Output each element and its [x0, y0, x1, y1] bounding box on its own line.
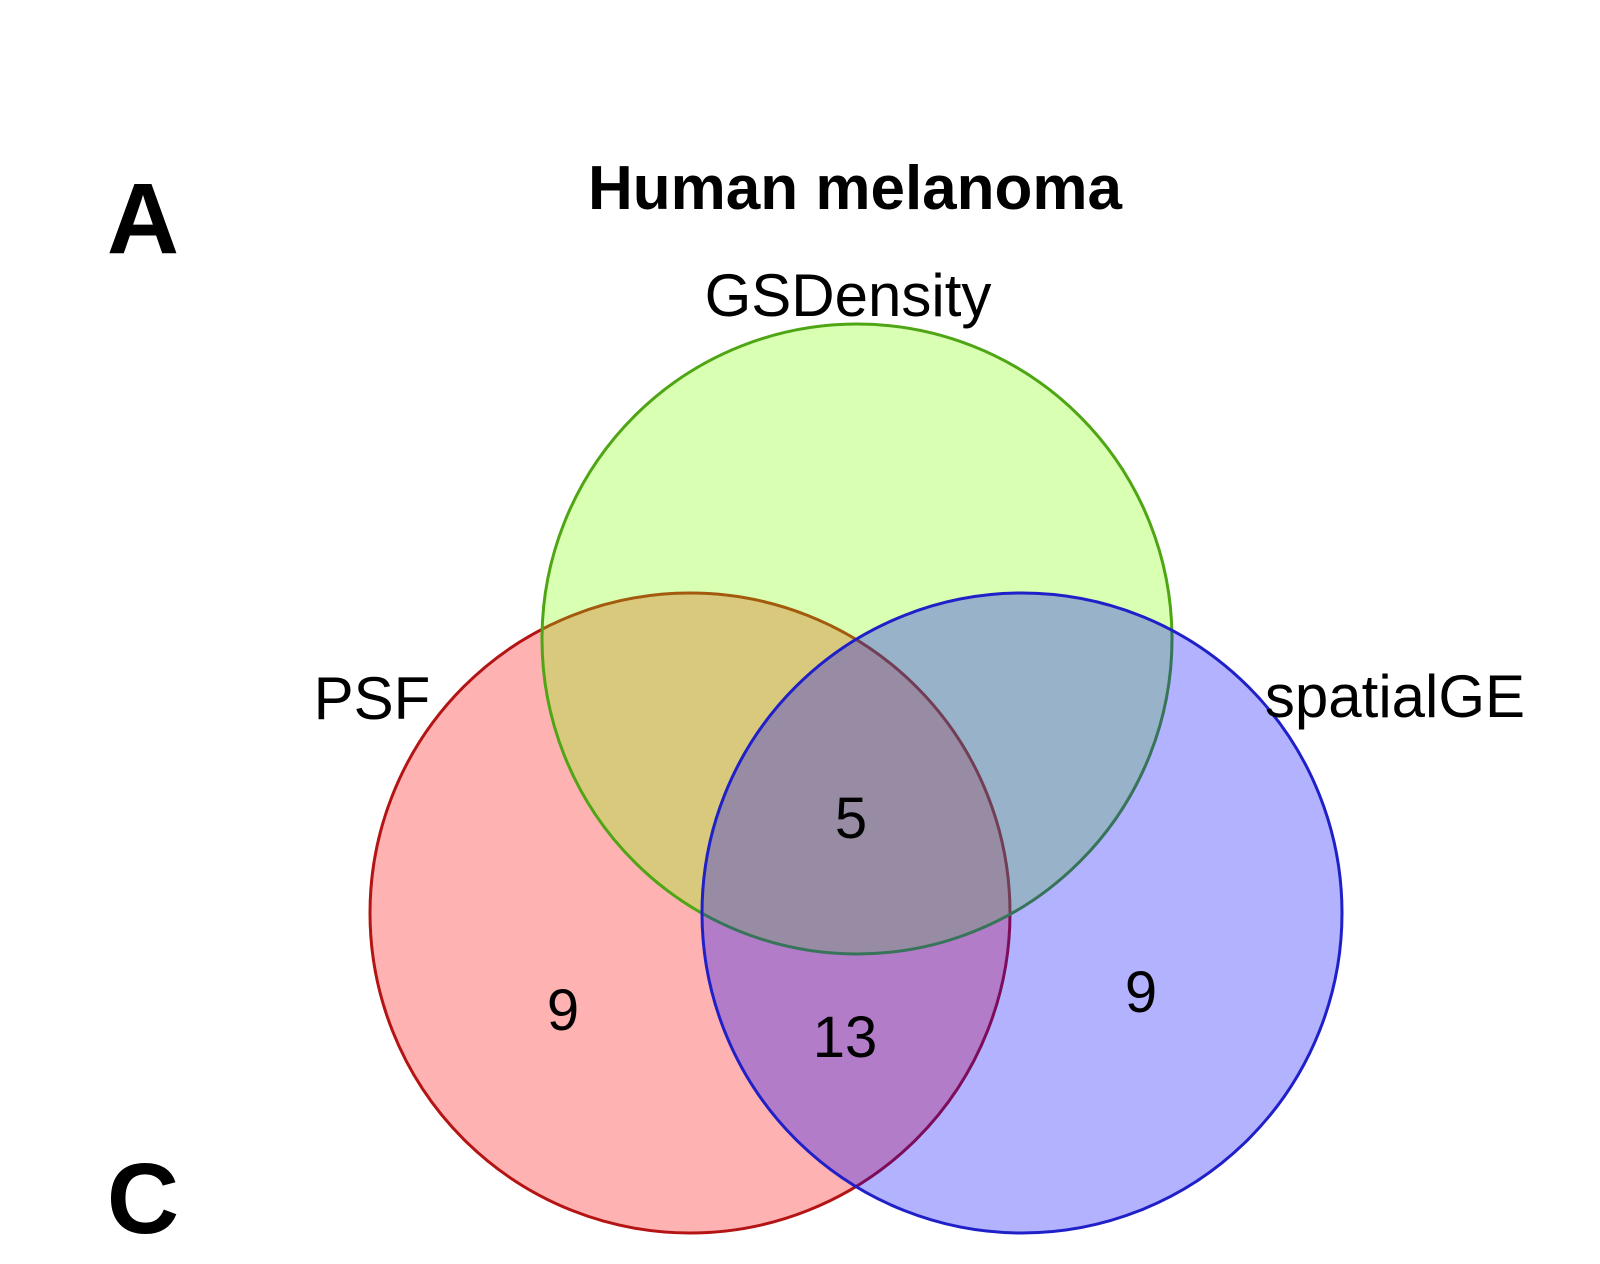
- set-label-psf: PSF: [314, 665, 431, 732]
- spatialge-circle: [700, 591, 1344, 1235]
- set-label-spatialge: spatialGE: [1265, 663, 1525, 730]
- panel-label-c: C: [107, 1143, 179, 1255]
- panel-label-a: A: [107, 163, 179, 275]
- count-spatialge-only: 9: [1125, 960, 1157, 1025]
- count-psf-spatialge: 13: [813, 1005, 878, 1070]
- count-all-three: 5: [835, 786, 867, 851]
- figure-title: Human melanoma: [588, 154, 1123, 223]
- set-label-gsdensity: GSDensity: [705, 262, 992, 329]
- count-psf-only: 9: [547, 978, 579, 1043]
